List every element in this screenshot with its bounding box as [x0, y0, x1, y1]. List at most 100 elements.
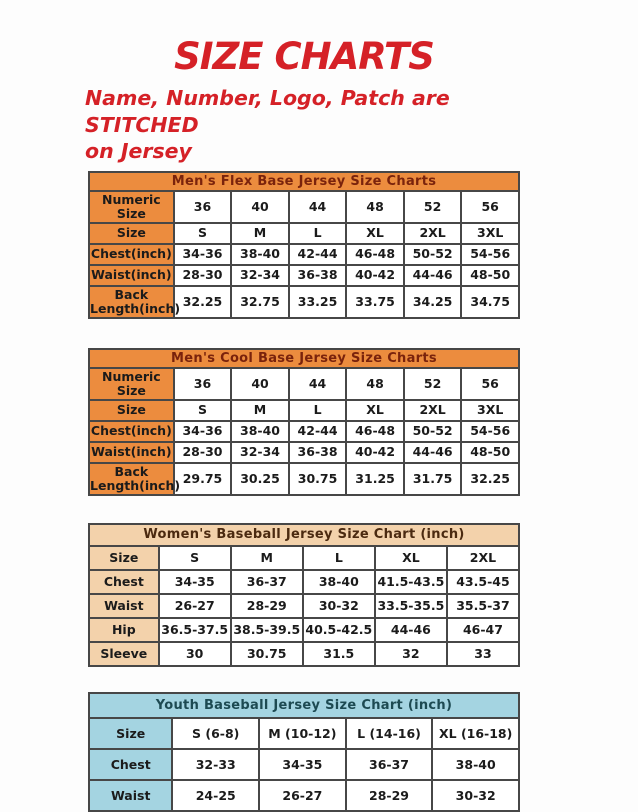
value-cell: 3XL [460, 221, 520, 245]
row-label: Hip [88, 616, 160, 643]
value-cell: 31.25 [345, 461, 405, 496]
value-cell: 52 [402, 189, 463, 224]
value-cell: 46-47 [445, 616, 521, 643]
value-cell: 32.75 [230, 284, 290, 319]
value-cell: 34-35 [157, 568, 232, 595]
value-cell: 54-56 [460, 242, 520, 266]
value-cell: 34-36 [172, 242, 233, 266]
table-row: Waist 24-25 26-27 28-29 30-32 [87, 778, 520, 812]
value-cell: 41.5-43.5 [373, 568, 448, 595]
mens-cool-base-size-chart: Men's Cool Base Jersey Size Charts Numeri… [88, 347, 520, 496]
row-label: Size [88, 544, 160, 571]
row-label: Numeric Size [88, 189, 175, 224]
table-title-band: Women's Baseball Jersey Size Chart (inch… [88, 522, 520, 547]
value-cell: S [157, 544, 232, 571]
value-cell: XL [345, 221, 405, 245]
value-cell: XL (16-18) [431, 716, 520, 750]
value-cell: 32 [373, 640, 448, 667]
value-cell: 42-44 [287, 242, 348, 266]
value-cell: 34.75 [460, 284, 520, 319]
table-row: Size S M L XL 2XL 3XL [88, 398, 520, 422]
mens-flex-base-size-chart: Men's Flex Base Jersey Size Charts Numeri… [88, 170, 520, 319]
table-title-row: Men's Flex Base Jersey Size Charts [88, 170, 520, 192]
value-cell: 31.5 [301, 640, 376, 667]
value-cell: 44-46 [402, 440, 463, 464]
table-row: Chest 34-35 36-37 38-40 41.5-43.5 43.5-45 [88, 568, 521, 595]
table-row: Numeric Size 36 40 44 48 52 56 [88, 189, 520, 224]
value-cell: 52 [402, 366, 463, 401]
table-row: Size S M L XL 2XL 3XL [88, 221, 520, 245]
row-label: Size [87, 716, 174, 750]
value-cell: 50-52 [402, 242, 463, 266]
youth-baseball-size-chart: Youth Baseball Jersey Size Chart (inch) S… [87, 691, 520, 812]
table-row: Hip 36.5-37.5 38.5-39.5 40.5-42.5 44-46 46-47 [88, 616, 521, 643]
value-cell: 30.75 [229, 640, 304, 667]
value-cell: 32-34 [230, 440, 290, 464]
subtitle-line-2: on Jersey [85, 139, 192, 164]
value-cell: 2XL [445, 544, 521, 571]
value-cell: 40.5-42.5 [301, 616, 376, 643]
table-row: Numeric Size 36 40 44 48 52 56 [88, 366, 520, 401]
table-row: Sleeve 30 30.75 31.5 32 33 [88, 640, 521, 667]
row-label: Back Length(inch) [88, 284, 181, 319]
value-cell: 38-40 [230, 419, 290, 443]
value-cell: 42-44 [287, 419, 348, 443]
womens-baseball-size-chart: Women's Baseball Jersey Size Chart (inch… [88, 522, 521, 667]
value-cell: 34-36 [172, 419, 233, 443]
value-cell: 44-46 [373, 616, 448, 643]
value-cell: L [301, 544, 376, 571]
value-cell: S [172, 398, 233, 422]
value-cell: 32.25 [172, 284, 233, 319]
value-cell: 2XL [402, 221, 463, 245]
value-cell: S (6-8) [171, 716, 261, 750]
value-cell: 48 [345, 366, 405, 401]
value-cell: 30-32 [431, 778, 520, 812]
table-row: Back Length(inch) 29.75 30.25 30.75 31.25 31.… [88, 461, 520, 496]
value-cell: 40-42 [345, 440, 405, 464]
value-cell: 28-30 [172, 440, 233, 464]
page-title: SIZE CHARTS [174, 35, 435, 78]
value-cell: 29.75 [172, 461, 233, 496]
value-cell: 35.5-37 [445, 592, 521, 619]
page-subtitle: Name, Number, Logo, Patch are STITCHED o… [85, 85, 520, 165]
value-cell: 28-30 [172, 263, 233, 287]
value-cell: 38-40 [230, 242, 290, 266]
value-cell: 36-37 [344, 747, 434, 781]
value-cell: 44-46 [402, 263, 463, 287]
value-cell: M [230, 398, 290, 422]
value-cell: 40-42 [345, 263, 405, 287]
value-cell: M [229, 544, 304, 571]
value-cell: 33.75 [345, 284, 405, 319]
table-row: Waist(inch) 28-30 32-34 36-38 40-42 44-46 48-5… [88, 440, 520, 464]
value-cell: 56 [460, 189, 520, 224]
table-title-row: Men's Cool Base Jersey Size Charts [88, 347, 520, 369]
value-cell: 36-38 [287, 440, 348, 464]
value-cell: 36-37 [229, 568, 304, 595]
value-cell: 44 [287, 189, 348, 224]
value-cell: XL [373, 544, 448, 571]
table-title-row: Women's Baseball Jersey Size Chart (inch… [88, 522, 520, 547]
row-label: Chest(inch) [88, 242, 175, 266]
value-cell: 24-25 [171, 778, 261, 812]
value-cell: L [287, 221, 348, 245]
value-cell: L [287, 398, 348, 422]
value-cell: 36-38 [287, 263, 348, 287]
table-row: Waist 26-27 28-29 30-32 33.5-35.5 35.5-37 [88, 592, 521, 619]
table-row: Waist(inch) 28-30 32-34 36-38 40-42 44-46 48-5… [88, 263, 520, 287]
value-cell: L (14-16) [344, 716, 434, 750]
value-cell: M (10-12) [258, 716, 347, 750]
value-cell: XL [345, 398, 405, 422]
value-cell: 3XL [460, 398, 520, 422]
value-cell: 38-40 [431, 747, 520, 781]
value-cell: 36 [172, 366, 233, 401]
value-cell: 32-34 [230, 263, 290, 287]
value-cell: 38-40 [301, 568, 376, 595]
table-title-row: Youth Baseball Jersey Size Chart (inch) [88, 691, 520, 719]
value-cell: 28-29 [229, 592, 304, 619]
table-row: Back Length(inch) 32.25 32.75 33.25 33.75 34.… [88, 284, 520, 319]
value-cell: 30 [157, 640, 232, 667]
value-cell: 33.5-35.5 [373, 592, 448, 619]
value-cell: 32-33 [171, 747, 261, 781]
value-cell: 26-27 [258, 778, 347, 812]
value-cell: 34-35 [258, 747, 347, 781]
